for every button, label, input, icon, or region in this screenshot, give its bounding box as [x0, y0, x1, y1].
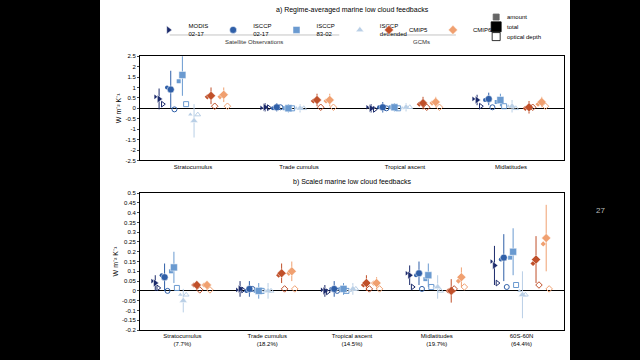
svg-text:ISCCPdetrended: ISCCPdetrended [380, 23, 407, 37]
svg-text:-0.5: -0.5 [125, 116, 136, 122]
svg-text:CMIP5: CMIP5 [409, 27, 428, 33]
svg-text:optical depth: optical depth [507, 34, 541, 40]
svg-text:total: total [507, 24, 518, 30]
svg-text:-2.5: -2.5 [125, 158, 136, 164]
svg-text:0.1: 0.1 [127, 268, 136, 274]
svg-text:0.05: 0.05 [124, 278, 136, 284]
svg-text:Tropical ascent: Tropical ascent [385, 164, 426, 170]
svg-text:0.45: 0.45 [124, 200, 136, 206]
svg-text:0.35: 0.35 [124, 220, 136, 226]
svg-text:0.3: 0.3 [127, 229, 136, 235]
svg-text:Trade cumulus: Trade cumulus [279, 164, 318, 170]
svg-text:-1.5: -1.5 [125, 137, 136, 143]
svg-text:2.5: 2.5 [127, 53, 136, 59]
svg-text:ISCCP02-17: ISCCP02-17 [253, 23, 271, 37]
svg-text:-2: -2 [130, 147, 136, 153]
svg-text:W m⁻² K⁻¹: W m⁻² K⁻¹ [112, 246, 119, 276]
svg-text:0: 0 [132, 288, 136, 294]
svg-text:Midlatitudes: Midlatitudes [495, 164, 527, 170]
svg-text:Tropical ascent(14.5%): Tropical ascent(14.5%) [332, 333, 373, 347]
svg-text:GCMs: GCMs [413, 39, 430, 45]
svg-text:-0.15: -0.15 [122, 317, 136, 323]
svg-text:Trade cumulus(18.2%): Trade cumulus(18.2%) [247, 333, 286, 347]
svg-text:0.2: 0.2 [127, 249, 136, 255]
svg-text:-0.1: -0.1 [125, 308, 136, 314]
svg-text:W m⁻² K⁻¹: W m⁻² K⁻¹ [116, 93, 123, 123]
svg-text:1: 1 [132, 85, 136, 91]
svg-text:MODIS02-17: MODIS02-17 [188, 23, 208, 37]
svg-text:0.5: 0.5 [127, 190, 136, 196]
svg-text:Midlatitudes(19.7%): Midlatitudes(19.7%) [421, 333, 453, 347]
svg-text:60S-60N(64.4%): 60S-60N(64.4%) [510, 333, 534, 347]
svg-text:-0.2: -0.2 [125, 327, 136, 333]
svg-text:-1: -1 [130, 126, 136, 132]
svg-text:0: 0 [132, 105, 136, 111]
svg-text:0.25: 0.25 [124, 239, 136, 245]
svg-text:amount: amount [507, 14, 527, 20]
html-text:27: 27 [596, 206, 605, 215]
svg-text:-0.05: -0.05 [122, 298, 136, 304]
svg-text:0.5: 0.5 [127, 95, 136, 101]
svg-text:a) Regime-averaged marine low: a) Regime-averaged marine low cloud feed… [276, 6, 429, 14]
svg-text:Satellite Observations: Satellite Observations [225, 39, 283, 45]
svg-text:0.4: 0.4 [127, 210, 136, 216]
svg-text:1.5: 1.5 [127, 74, 136, 80]
svg-text:Stratocumulus(7.7%): Stratocumulus(7.7%) [163, 333, 201, 347]
svg-text:CMIP6: CMIP6 [473, 27, 492, 33]
svg-text:ISCCP83-02: ISCCP83-02 [316, 23, 334, 37]
svg-text:2: 2 [132, 64, 136, 70]
svg-text:Stratocumulus: Stratocumulus [174, 164, 212, 170]
svg-text:b) Scaled marine low cloud fee: b) Scaled marine low cloud feedbacks [293, 178, 411, 186]
svg-text:0.15: 0.15 [124, 259, 136, 265]
